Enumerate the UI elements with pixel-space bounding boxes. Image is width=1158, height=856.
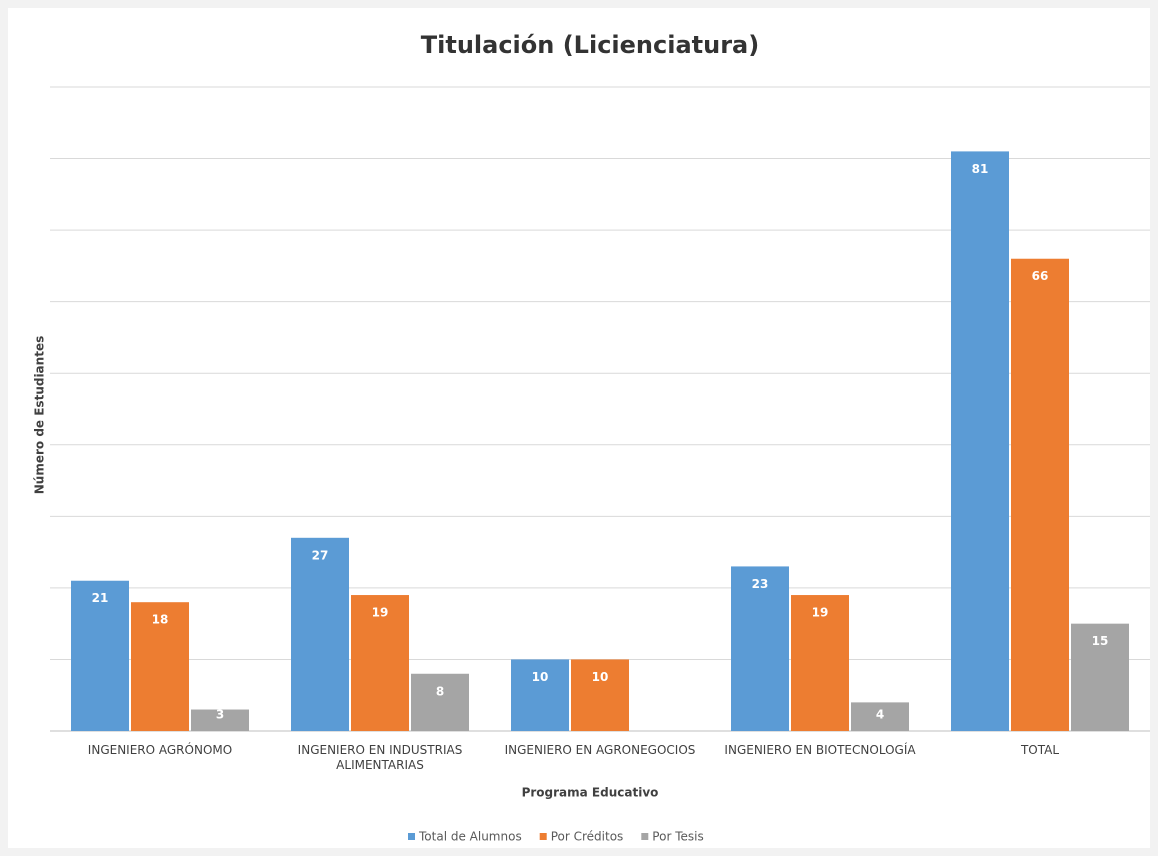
bar: [851, 702, 909, 731]
chart-title: Titulación (Licienciatura): [421, 31, 759, 59]
bar: [291, 537, 349, 731]
legend-swatch: [641, 833, 649, 840]
legend-swatch: [539, 833, 547, 840]
y-axis-title: Número de Estudiantes: [33, 336, 47, 494]
data-label: 4: [876, 708, 884, 722]
bar: [951, 151, 1009, 731]
bar: [131, 602, 189, 731]
data-label: 10: [532, 670, 549, 684]
data-label: 15: [1092, 634, 1109, 648]
legend-swatch: [408, 833, 415, 840]
bar: [1071, 623, 1129, 731]
x-tick-label: INGENIERO EN AGRONEGOCIOS: [504, 743, 696, 757]
data-label: 3: [216, 708, 224, 722]
bar: [1011, 258, 1069, 731]
bar: [731, 566, 789, 731]
bar: [191, 709, 249, 731]
x-tick-label: INGENIERO EN BIOTECNOLOGÍA: [724, 743, 916, 757]
data-label: 19: [372, 606, 389, 620]
bar: [571, 659, 629, 731]
data-label: 8: [436, 684, 444, 698]
bar: [411, 673, 469, 731]
data-label: 27: [312, 548, 329, 562]
bar: [351, 595, 409, 731]
x-tick-label: TOTAL: [1020, 743, 1060, 757]
x-tick-label: INGENIERO AGRÓNOMO: [87, 743, 233, 757]
legend-label: Por Tesis: [652, 830, 703, 844]
data-label: 0: [656, 708, 664, 722]
legend-label: Total de Alumnos: [418, 830, 522, 844]
data-label: 66: [1032, 269, 1049, 283]
data-label: 23: [752, 577, 769, 591]
x-tick-label: INGENIERO EN INDUSTRIAS ALIMENTARIAS: [297, 743, 463, 772]
data-label: 19: [812, 606, 829, 620]
data-label: 18: [152, 613, 169, 627]
data-label: 81: [972, 162, 989, 176]
bar: [791, 595, 849, 731]
data-label: 21: [92, 591, 109, 605]
data-label: 10: [592, 670, 609, 684]
x-axis-title: Programa Educativo: [522, 786, 659, 800]
bar: [71, 580, 129, 731]
bar: [511, 659, 569, 731]
legend-label: Por Créditos: [551, 830, 624, 844]
